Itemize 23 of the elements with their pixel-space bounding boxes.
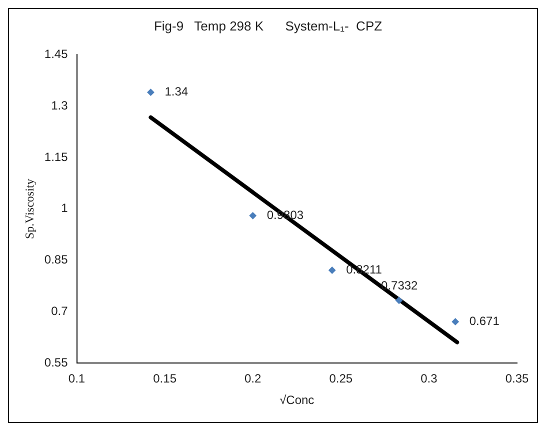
y-tick-label: 1.15 [44, 150, 68, 164]
y-tick-label: 1.45 [44, 46, 68, 61]
point [452, 318, 459, 326]
y-tick-label: 0.85 [44, 252, 68, 267]
x-axis-title: √Conc [280, 393, 314, 408]
x-tick-label: 0.35 [505, 372, 529, 386]
point [249, 212, 256, 220]
y-tick-label: 1 [61, 201, 68, 216]
y-tick-label: 0.7 [51, 304, 68, 318]
data-label: 0.671 [469, 314, 500, 328]
x-tick-label: 0.15 [153, 372, 177, 386]
x-tick-label: 0.25 [329, 372, 353, 386]
y-axis-title: Sp.Viscosity [22, 178, 36, 240]
x-tick-label: 0.1 [68, 372, 86, 386]
point [396, 296, 403, 304]
x-tick-label: 0.2 [244, 372, 262, 386]
data-label: 1.34 [164, 84, 188, 99]
y-tick-label: 0.55 [44, 356, 68, 370]
point [328, 266, 336, 274]
chart-title: Fig-9 Temp 298 K System-L₁- CPZ [154, 18, 382, 34]
x-tick-label: 0.3 [420, 372, 438, 386]
y-tick-label: 1.3 [51, 98, 68, 112]
point [147, 88, 154, 96]
